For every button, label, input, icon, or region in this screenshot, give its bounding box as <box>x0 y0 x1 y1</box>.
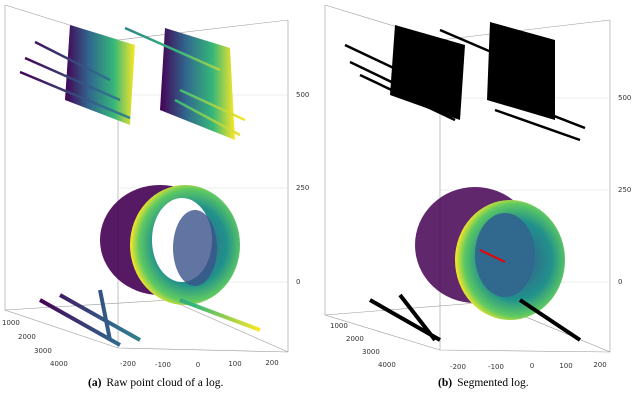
z-tick-label: 250 <box>618 186 631 194</box>
y-tick-label: 4000 <box>378 361 396 369</box>
x-tick-label: 0 <box>530 362 534 370</box>
x-tick-label: 200 <box>265 359 278 367</box>
y-tick-label: 1000 <box>2 319 20 327</box>
z-tick-label: 500 <box>618 94 631 102</box>
x-tick-label: -200 <box>120 360 136 368</box>
log-cloud <box>369 187 582 342</box>
x-tick-label: 0 <box>196 361 200 369</box>
x-tick-label: -100 <box>155 361 171 369</box>
x-tick-label: 100 <box>228 360 241 368</box>
caption-label: (a) <box>88 377 102 389</box>
x-tick-label: 100 <box>559 362 572 370</box>
y-tick-label: 3000 <box>362 348 380 356</box>
y-tick-label: 2000 <box>18 333 36 341</box>
y-tick-label: 4000 <box>50 360 68 368</box>
caption-text: Segmented log. <box>457 377 529 389</box>
z-tick-label: 0 <box>618 278 622 286</box>
y-tick-label: 3000 <box>34 347 52 355</box>
caption-text: Raw point cloud of a log. <box>106 377 223 389</box>
x-tick-label: -100 <box>488 363 504 371</box>
x-tick-label: 200 <box>593 361 606 369</box>
box-frame <box>4 4 289 353</box>
z-tick-label: 250 <box>296 184 309 192</box>
slabs <box>19 25 246 140</box>
y-tick-label: 1000 <box>330 322 348 330</box>
y-tick-label: 2000 <box>346 335 364 343</box>
z-tick-label: 0 <box>296 278 300 286</box>
z-tick-label: 500 <box>296 91 309 99</box>
panel-a <box>4 4 289 353</box>
slabs <box>344 22 586 142</box>
caption-label: (b) <box>438 377 452 389</box>
x-tick-label: -200 <box>450 363 466 371</box>
panel-b <box>324 4 611 353</box>
log-cloud <box>39 185 261 347</box>
